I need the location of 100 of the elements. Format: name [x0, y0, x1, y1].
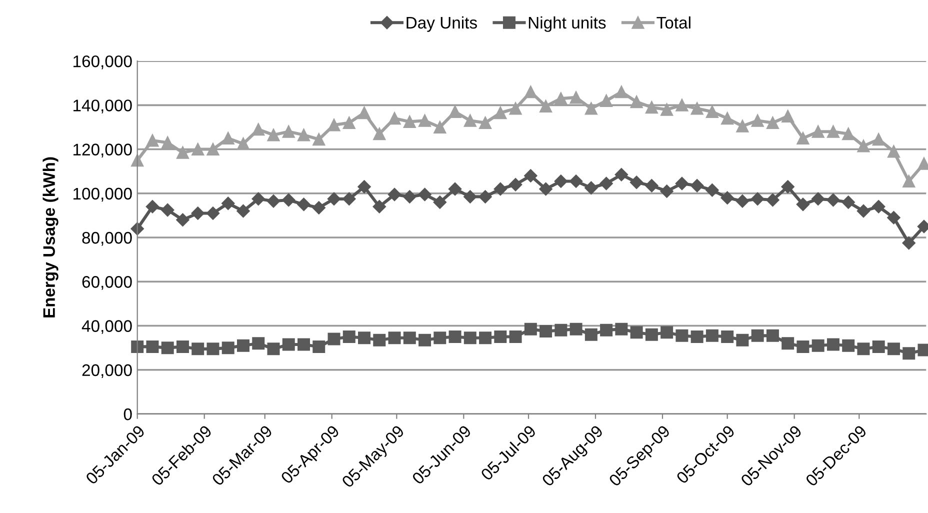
point — [358, 180, 371, 194]
point — [312, 201, 326, 214]
point — [403, 115, 416, 128]
point — [206, 206, 220, 220]
point — [675, 176, 689, 190]
point — [146, 200, 160, 214]
point — [826, 125, 840, 138]
point — [358, 332, 371, 344]
point — [539, 182, 552, 196]
point — [600, 176, 613, 190]
point — [222, 132, 234, 145]
point — [584, 181, 598, 194]
point — [857, 342, 870, 356]
point — [812, 125, 824, 138]
point — [448, 106, 462, 118]
point — [690, 102, 704, 115]
point — [206, 342, 220, 356]
point — [812, 192, 825, 206]
point — [766, 193, 780, 207]
point — [342, 116, 356, 130]
point — [131, 340, 144, 353]
point — [630, 326, 643, 339]
point — [494, 182, 507, 196]
point — [736, 334, 749, 346]
point — [448, 330, 462, 344]
point — [554, 324, 568, 336]
point — [372, 200, 386, 214]
point — [781, 180, 794, 194]
legend-label: Night units — [528, 16, 606, 32]
point — [857, 140, 870, 152]
point — [872, 133, 885, 146]
point — [328, 332, 340, 346]
point — [766, 329, 779, 342]
point — [524, 169, 538, 182]
y-tick-label: 40,000 — [82, 320, 132, 334]
point — [750, 192, 764, 206]
point — [600, 94, 613, 108]
point — [645, 101, 658, 114]
point — [615, 86, 628, 98]
y-axis-title: Energy Usage (kWh) — [42, 157, 58, 318]
y-tick-label: 0 — [124, 408, 132, 420]
point — [721, 330, 734, 344]
point — [236, 339, 250, 352]
point — [796, 340, 810, 353]
point — [312, 133, 326, 146]
point — [161, 342, 174, 354]
point — [902, 347, 916, 360]
point — [236, 204, 250, 218]
point — [418, 188, 432, 202]
point — [176, 146, 189, 159]
point — [540, 325, 552, 338]
point — [540, 100, 552, 113]
point — [630, 176, 644, 189]
point — [464, 114, 476, 127]
point — [433, 196, 446, 209]
point — [448, 182, 462, 196]
point — [782, 337, 794, 350]
point — [373, 334, 386, 346]
point — [614, 168, 628, 182]
point — [690, 330, 704, 344]
legend-label: Total — [656, 16, 690, 29]
point — [736, 120, 749, 132]
point — [434, 120, 446, 134]
legend-label: Day Units — [406, 16, 477, 32]
point — [554, 92, 568, 105]
point — [706, 184, 719, 197]
point — [584, 102, 598, 115]
point — [434, 332, 446, 344]
point — [479, 332, 492, 344]
point — [388, 332, 401, 344]
point — [902, 236, 916, 250]
point — [342, 192, 356, 206]
point — [328, 118, 340, 132]
point — [146, 340, 159, 353]
point — [887, 211, 900, 224]
point — [826, 193, 840, 207]
point — [373, 128, 386, 140]
point — [222, 196, 235, 210]
point — [736, 194, 750, 208]
point — [267, 128, 280, 142]
point — [464, 190, 477, 204]
y-tick-label: 100,000 — [74, 188, 132, 202]
point — [464, 332, 476, 344]
point — [176, 340, 189, 353]
point — [298, 338, 310, 351]
point — [388, 112, 401, 125]
point — [766, 116, 779, 130]
point — [872, 200, 886, 214]
point — [403, 332, 416, 344]
point — [569, 174, 583, 188]
point — [297, 198, 310, 212]
point — [782, 110, 794, 122]
point — [584, 328, 598, 341]
point — [267, 342, 280, 356]
point — [282, 193, 296, 207]
point — [660, 326, 674, 339]
point — [645, 328, 658, 341]
point — [856, 204, 870, 218]
point — [796, 198, 810, 212]
point — [236, 138, 250, 150]
